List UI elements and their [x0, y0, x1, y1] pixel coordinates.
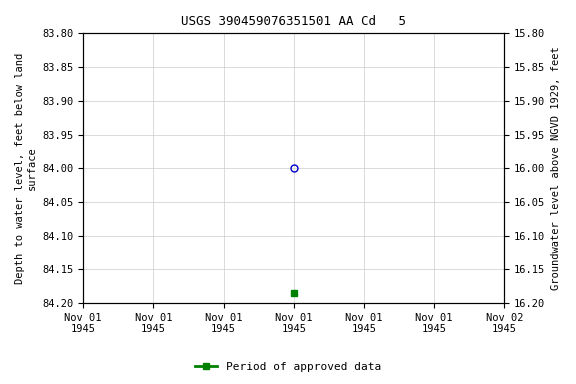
Title: USGS 390459076351501 AA Cd   5: USGS 390459076351501 AA Cd 5: [181, 15, 406, 28]
Legend: Period of approved data: Period of approved data: [191, 358, 385, 377]
Y-axis label: Depth to water level, feet below land
surface: Depth to water level, feet below land su…: [15, 53, 37, 284]
Y-axis label: Groundwater level above NGVD 1929, feet: Groundwater level above NGVD 1929, feet: [551, 46, 561, 290]
